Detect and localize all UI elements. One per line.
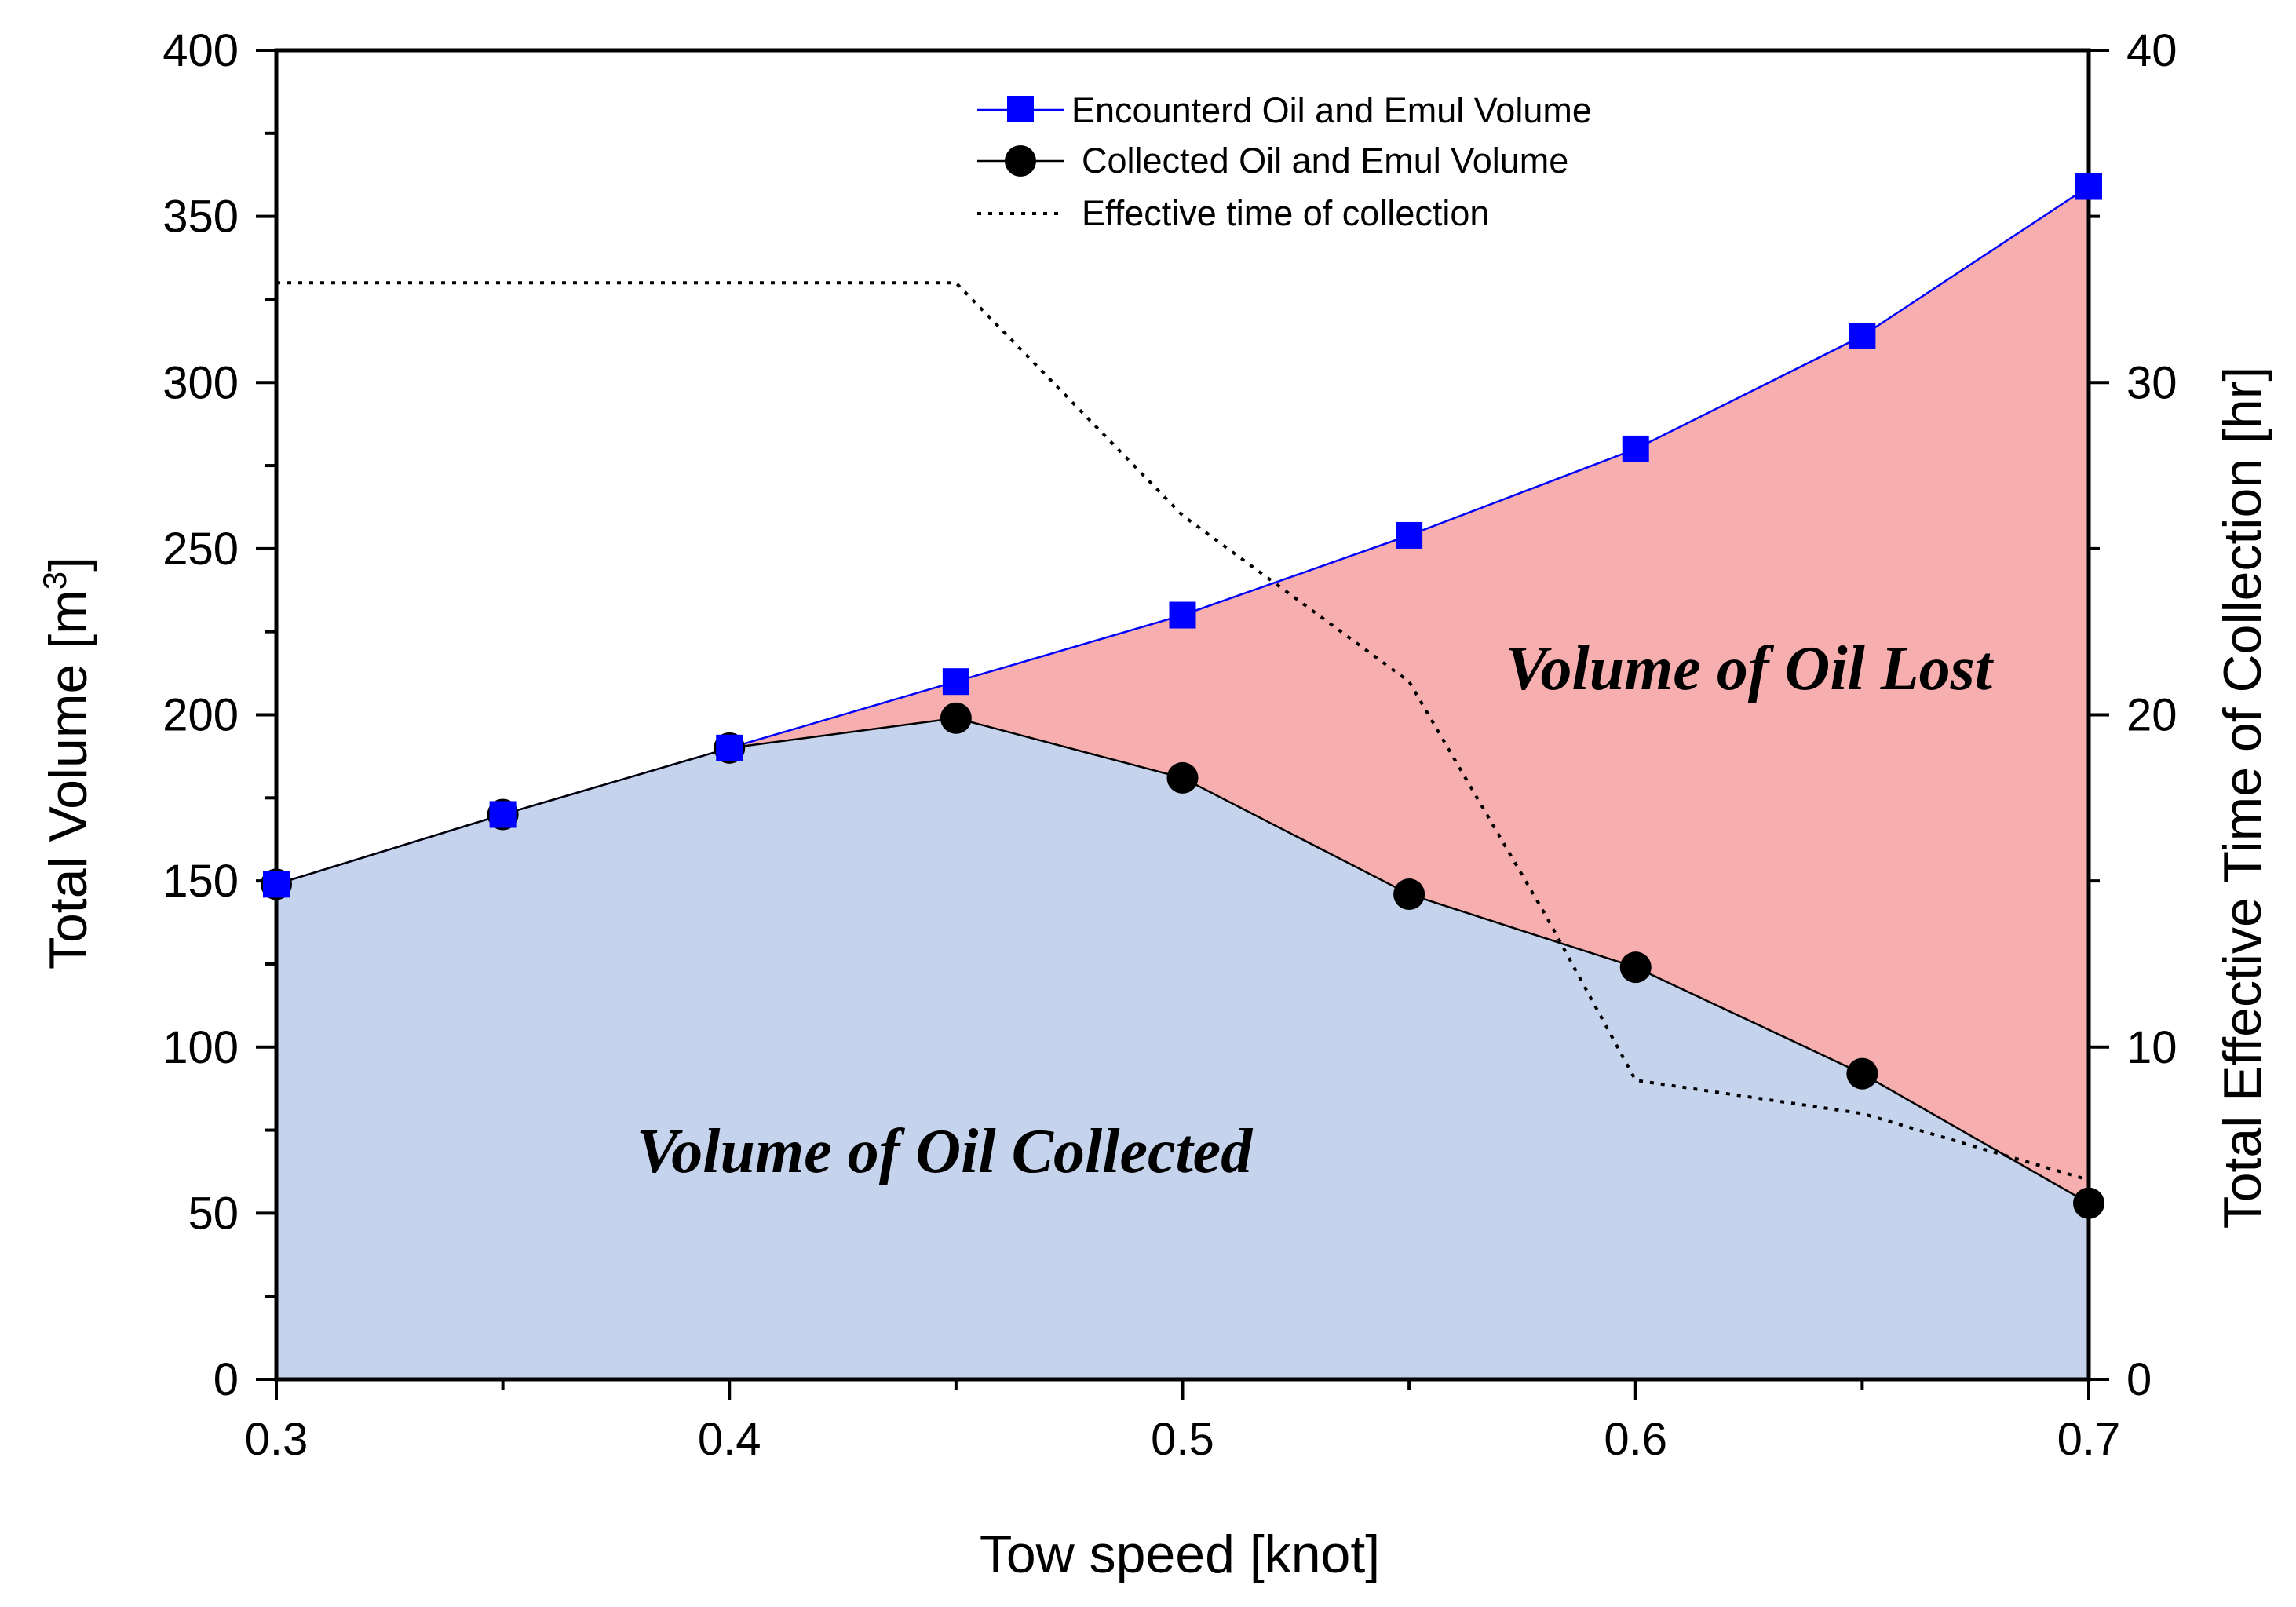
region-label-collected: Volume of Oil Collected <box>637 1117 1253 1186</box>
y-tick-label: 300 <box>162 357 239 408</box>
legend-label-collected: Collected Oil and Emul Volume <box>1082 141 1568 181</box>
collected-point <box>1846 1057 1878 1090</box>
y-axis-title: Total Volume [m3] <box>36 557 98 970</box>
encountered-point <box>1396 521 1423 549</box>
y2-tick-label: 0 <box>2126 1354 2152 1405</box>
plot-frame <box>274 48 2091 1382</box>
y-tick-label: 400 <box>162 25 239 76</box>
region-oil-lost <box>276 186 2089 1203</box>
x-tick-label: 0.5 <box>1151 1414 1214 1465</box>
encountered-point <box>1169 601 1196 629</box>
y-axis-title-text: Total Volume [m <box>38 590 98 970</box>
encountered-point <box>1849 322 1876 349</box>
y2-tick-label: 30 <box>2126 357 2177 408</box>
encountered-point <box>2075 173 2102 200</box>
x-axis-title: Tow speed [knot] <box>980 1525 1380 1584</box>
encountered-point <box>942 668 969 696</box>
legend-label-encountered: Encounterd Oil and Emul Volume <box>1071 90 1592 130</box>
legend: Encounterd Oil and Emul Volume Collected… <box>977 90 1592 233</box>
encountered-point <box>716 734 743 761</box>
y-axis-title-end: ] <box>38 557 98 572</box>
region-oil-collected <box>276 718 2089 1379</box>
x-tick-label: 0.7 <box>2057 1414 2121 1465</box>
y-tick-label: 150 <box>162 856 239 907</box>
series-layer <box>261 173 2104 1219</box>
legend-marker-encountered <box>1007 96 1034 122</box>
x-tick-label: 0.6 <box>1604 1414 1667 1465</box>
collected-point <box>1166 761 1199 794</box>
y-axis-title-superscript: 3 <box>36 572 73 590</box>
encountered-point <box>489 801 517 828</box>
y-tick-label: 50 <box>188 1188 239 1239</box>
y2-tick-label: 40 <box>2126 25 2177 76</box>
legend-marker-collected <box>1005 145 1036 177</box>
collected-point <box>1619 951 1652 984</box>
y-tick-label: 250 <box>162 524 239 575</box>
collected-point <box>2073 1187 2104 1219</box>
collected-point <box>1393 878 1425 911</box>
y2-tick-label: 10 <box>2126 1022 2177 1073</box>
y-tick-label: 350 <box>162 192 239 243</box>
y-tick-label: 0 <box>214 1354 239 1405</box>
y-tick-label: 200 <box>162 690 239 741</box>
collected-point <box>940 702 972 734</box>
encountered-point <box>263 871 290 898</box>
x-tick-label: 0.3 <box>245 1414 308 1465</box>
region-label-lost: Volume of Oil Lost <box>1506 634 1995 703</box>
x-tick-label: 0.4 <box>698 1414 761 1465</box>
y2-axis-title: Total Effective Time of Collection [hr] <box>2213 367 2272 1229</box>
y2-tick-label: 20 <box>2126 690 2177 741</box>
encountered-point <box>1622 435 1649 462</box>
series-line-effective-time <box>276 281 2090 1182</box>
y-tick-label: 100 <box>162 1022 239 1073</box>
legend-label-effective-time: Effective time of collection <box>1082 193 1489 233</box>
ticks: 0 50 100 150 200 250 300 350 400 0 10 20 30 40 0.3 0.4 0… <box>162 25 2177 1465</box>
